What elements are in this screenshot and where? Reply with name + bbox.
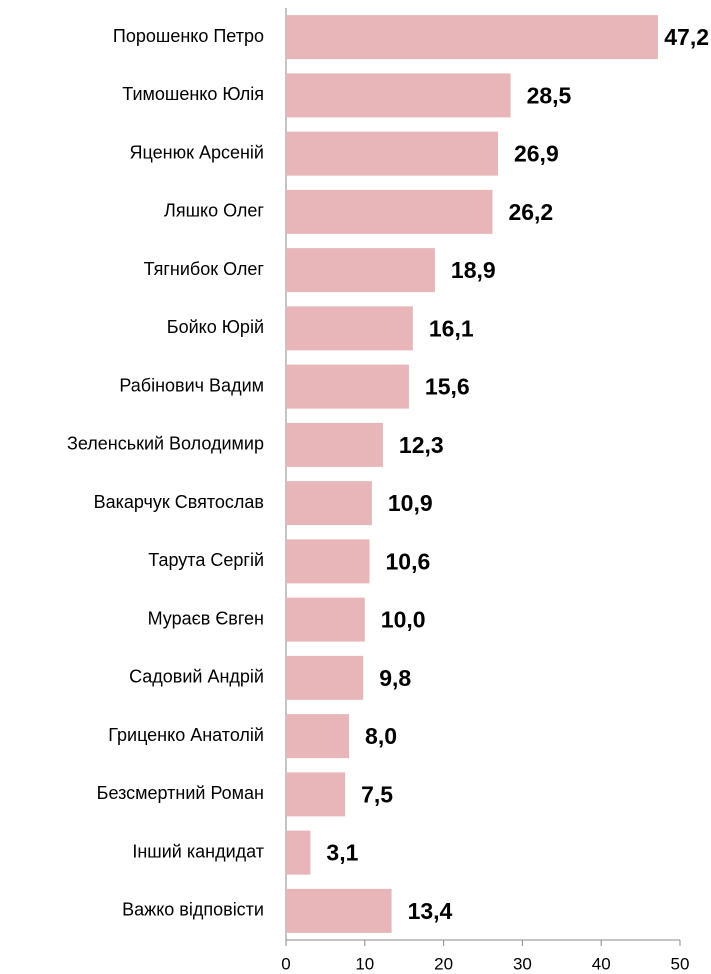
x-tick-label: 10 (355, 954, 374, 973)
bar (286, 539, 370, 584)
value-label: 13,4 (408, 898, 453, 924)
value-label: 28,5 (527, 82, 572, 108)
bar (286, 131, 498, 176)
bar (286, 714, 350, 759)
y-tick-label: Тимошенко Юлія (122, 84, 264, 104)
value-label: 18,9 (451, 257, 496, 283)
value-label: 12,3 (399, 432, 444, 458)
bar (286, 73, 511, 118)
value-label: 3,1 (326, 840, 358, 866)
y-tick-label: Мураєв Євген (148, 608, 264, 628)
bar (286, 189, 493, 234)
y-tick-label: Бойко Юрій (167, 317, 264, 337)
x-tick-label: 50 (671, 954, 690, 973)
bar (286, 772, 346, 817)
bar (286, 597, 365, 642)
bar (286, 306, 413, 351)
value-label: 10,0 (381, 607, 426, 633)
y-tick-label: Гриценко Анатолій (108, 725, 264, 745)
y-tick-label: Рабінович Вадим (119, 375, 264, 395)
bar (286, 15, 658, 60)
bar (286, 655, 364, 700)
value-label: 26,2 (508, 199, 553, 225)
y-tick-label: Ляшко Олег (164, 201, 264, 221)
y-tick-label: Зеленський Володимир (67, 434, 264, 454)
value-label: 10,6 (386, 548, 431, 574)
x-tick-label: 20 (434, 954, 453, 973)
bar (286, 248, 435, 293)
value-label: 10,9 (388, 490, 433, 516)
value-label: 47,2 (664, 24, 709, 50)
x-tick-label: 0 (281, 954, 290, 973)
bar (286, 830, 311, 875)
y-tick-label: Безсмертний Роман (97, 783, 264, 803)
value-label: 26,9 (514, 141, 559, 167)
y-tick-label: Садовий Андрій (129, 667, 264, 687)
x-tick-label: 40 (592, 954, 611, 973)
y-tick-label: Порошенко Петро (113, 26, 264, 46)
x-tick-label: 30 (513, 954, 532, 973)
bar (286, 422, 383, 467)
bar (286, 481, 372, 526)
bar (286, 888, 392, 933)
y-tick-label: Вакарчук Святослав (94, 492, 264, 512)
value-label: 9,8 (379, 665, 411, 691)
bar (286, 364, 409, 409)
value-label: 15,6 (425, 374, 470, 400)
value-label: 8,0 (365, 723, 397, 749)
y-tick-label: Інший кандидат (132, 841, 264, 861)
value-label: 7,5 (361, 781, 393, 807)
y-tick-label: Яценюк Арсеній (130, 142, 264, 162)
y-tick-label: Тягнибок Олег (144, 259, 265, 279)
value-label: 16,1 (429, 315, 474, 341)
y-tick-label: Тарута Сергій (148, 550, 264, 570)
y-tick-label: Важко відповісти (122, 900, 264, 920)
